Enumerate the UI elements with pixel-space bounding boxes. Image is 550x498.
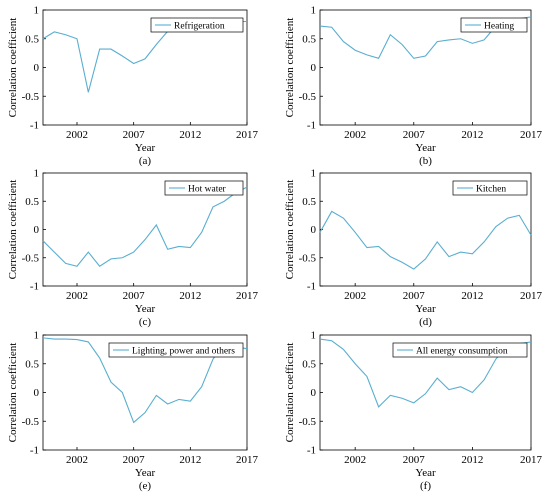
panel-caption: (c): [139, 316, 152, 328]
legend-box: [460, 17, 528, 33]
x-tick-label: 2012: [179, 454, 201, 466]
y-axis-label: Correlation coefficient: [284, 18, 296, 118]
y-tick-label: -1: [30, 281, 39, 293]
y-tick-label: -0.5: [299, 91, 317, 103]
y-tick-label: 0: [34, 62, 40, 74]
x-tick-label: 2007: [123, 454, 146, 466]
y-tick-label: -0.5: [22, 91, 40, 103]
y-tick-label: 0: [311, 387, 317, 399]
panel-caption: (f): [420, 480, 431, 492]
x-tick-label: 2017: [520, 129, 543, 141]
legend-label: Heating: [484, 21, 514, 31]
y-tick-label: 1: [311, 330, 317, 342]
y-tick-label: -0.5: [299, 416, 317, 428]
chart-panel: -1 -0.5 0 0.5 1 2002 2007 2012 2017 Year Correlati…: [284, 168, 543, 329]
y-tick-label: 0.5: [302, 196, 316, 208]
y-axis-label: Correlation coefficient: [284, 180, 296, 280]
x-tick-label: 2012: [461, 454, 483, 466]
chart-panel: -1 -0.5 0 0.5 1 2002 2007 2012 2017 Year Correlati…: [284, 5, 543, 168]
y-tick-label: -1: [30, 445, 39, 457]
y-tick-label: 0.5: [25, 33, 39, 45]
panel-caption: (a): [139, 155, 152, 167]
legend-box: [452, 180, 528, 196]
x-axis-label: Year: [415, 142, 436, 154]
y-tick-label: -1: [30, 120, 39, 132]
x-tick-label: 2002: [66, 290, 88, 302]
y-tick-label: 0.5: [25, 196, 39, 208]
y-tick-label: 0.5: [25, 358, 39, 370]
y-tick-label: 0: [311, 62, 317, 74]
x-tick-label: 2017: [236, 454, 259, 466]
x-axis-label: Year: [415, 467, 436, 479]
y-axis-label: Correlation coefficient: [7, 180, 19, 280]
x-tick-label: 2002: [344, 454, 366, 466]
legend-box: [108, 342, 244, 358]
x-tick-label: 2012: [179, 290, 201, 302]
legend-label: Hot water: [188, 184, 227, 194]
x-tick-label: 2007: [403, 454, 426, 466]
legend-label: Lighting, power and others: [132, 346, 235, 356]
panel-caption: (b): [419, 155, 432, 167]
x-tick-label: 2012: [461, 129, 483, 141]
panel-caption: (e): [139, 480, 152, 492]
x-axis-label: Year: [415, 303, 436, 315]
chart-panel: -1 -0.5 0 0.5 1 2002 2007 2012 2017 Year Correlati…: [284, 330, 543, 493]
y-tick-label: -1: [307, 120, 316, 132]
x-tick-label: 2002: [344, 129, 366, 141]
series-line: [319, 210, 532, 270]
y-tick-label: 1: [311, 5, 317, 17]
x-axis-label: Year: [135, 303, 156, 315]
x-tick-label: 2007: [403, 290, 426, 302]
x-tick-label: 2017: [520, 454, 543, 466]
x-axis-label: Year: [135, 467, 156, 479]
y-axis-label: Correlation coefficient: [284, 343, 296, 443]
x-tick-label: 2007: [403, 129, 426, 141]
y-tick-label: -0.5: [299, 252, 317, 264]
x-tick-label: 2017: [236, 290, 259, 302]
x-tick-label: 2002: [66, 129, 88, 141]
chart-panel: -1 -0.5 0 0.5 1 2002 2007 2012 2017 Year Correlati…: [7, 5, 259, 168]
y-tick-label: 1: [34, 330, 40, 342]
y-tick-label: 1: [34, 168, 40, 180]
y-axis-label: Correlation coefficient: [7, 343, 19, 443]
x-tick-label: 2007: [123, 129, 146, 141]
x-axis-label: Year: [135, 142, 156, 154]
x-tick-label: 2002: [344, 290, 366, 302]
x-tick-label: 2012: [461, 290, 483, 302]
legend-box: [164, 180, 244, 196]
y-tick-label: 0.5: [302, 358, 316, 370]
x-tick-label: 2002: [66, 454, 88, 466]
x-tick-label: 2017: [236, 129, 259, 141]
y-tick-label: -1: [307, 281, 316, 293]
x-tick-label: 2007: [123, 290, 146, 302]
y-tick-label: -0.5: [22, 252, 40, 264]
legend-label: All energy consumption: [416, 346, 508, 356]
chart-panel: -1 -0.5 0 0.5 1 2002 2007 2012 2017 Year Correlati…: [7, 168, 259, 329]
y-tick-label: -1: [307, 445, 316, 457]
y-tick-label: 1: [34, 5, 40, 17]
x-tick-label: 2012: [179, 129, 201, 141]
y-axis-label: Correlation coefficient: [7, 18, 19, 118]
y-tick-label: -0.5: [22, 416, 40, 428]
legend-label: Kitchen: [476, 184, 506, 194]
legend-box: [150, 17, 244, 33]
series-line: [42, 186, 248, 267]
y-tick-label: 1: [311, 168, 317, 180]
x-tick-label: 2017: [520, 290, 543, 302]
y-tick-label: 0: [34, 224, 40, 236]
y-tick-label: 0: [311, 224, 317, 236]
legend-label: Refrigeration: [174, 20, 225, 31]
y-tick-label: 0.5: [302, 33, 316, 45]
legend-box: [392, 342, 528, 358]
y-tick-label: 0: [34, 387, 40, 399]
chart-panel: -1 -0.5 0 0.5 1 2002 2007 2012 2017 Year Correlati…: [7, 330, 259, 493]
panel-caption: (d): [419, 316, 432, 328]
